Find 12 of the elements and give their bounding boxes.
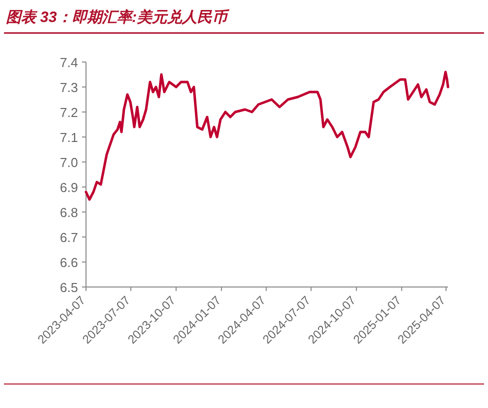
y-tick-label: 6.9 [60, 180, 78, 195]
y-tick-label: 7.4 [60, 55, 78, 70]
line-series [84, 70, 450, 201]
y-tick-label: 7.1 [60, 130, 78, 145]
y-tick-label: 7.0 [60, 155, 78, 170]
y-tick-label: 7.3 [60, 80, 78, 95]
y-tick-label: 6.6 [60, 255, 78, 270]
y-tick-label: 6.7 [60, 230, 78, 245]
y-tick-label: 6.8 [60, 205, 78, 220]
chart-title: 图表 33：即期汇率:美元兑人民币 [6, 8, 230, 26]
y-tick-label: 7.2 [60, 105, 78, 120]
y-tick-label: 6.5 [60, 280, 78, 295]
